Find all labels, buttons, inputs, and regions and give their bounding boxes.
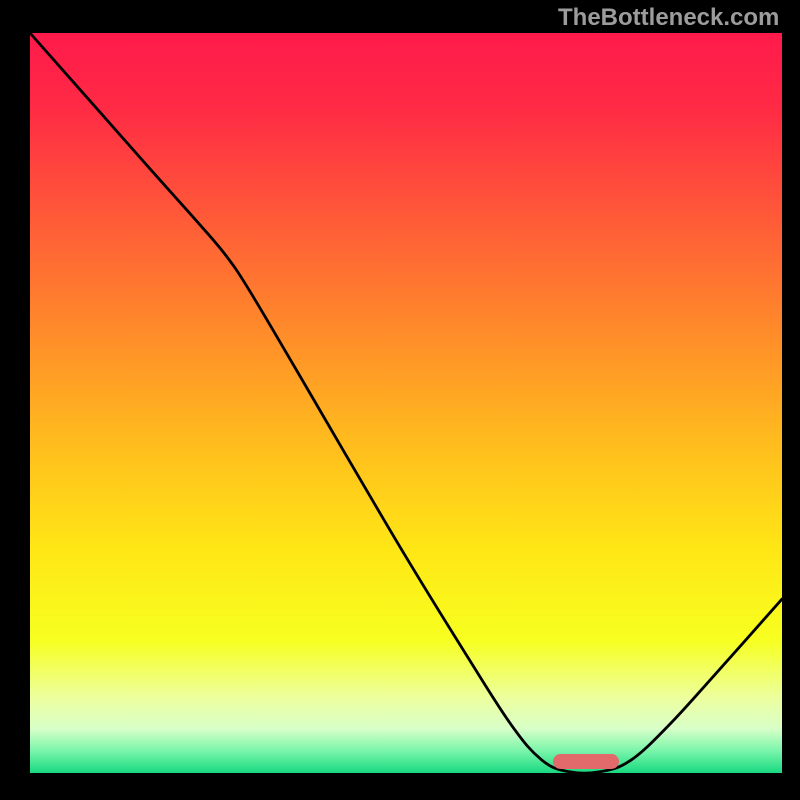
- watermark-text: TheBottleneck.com: [558, 4, 779, 32]
- bottleneck-chart: TheBottleneck.com: [0, 0, 800, 800]
- optimal-marker: [553, 754, 619, 769]
- bottleneck-curve: [30, 33, 782, 773]
- plot-area: [30, 33, 782, 773]
